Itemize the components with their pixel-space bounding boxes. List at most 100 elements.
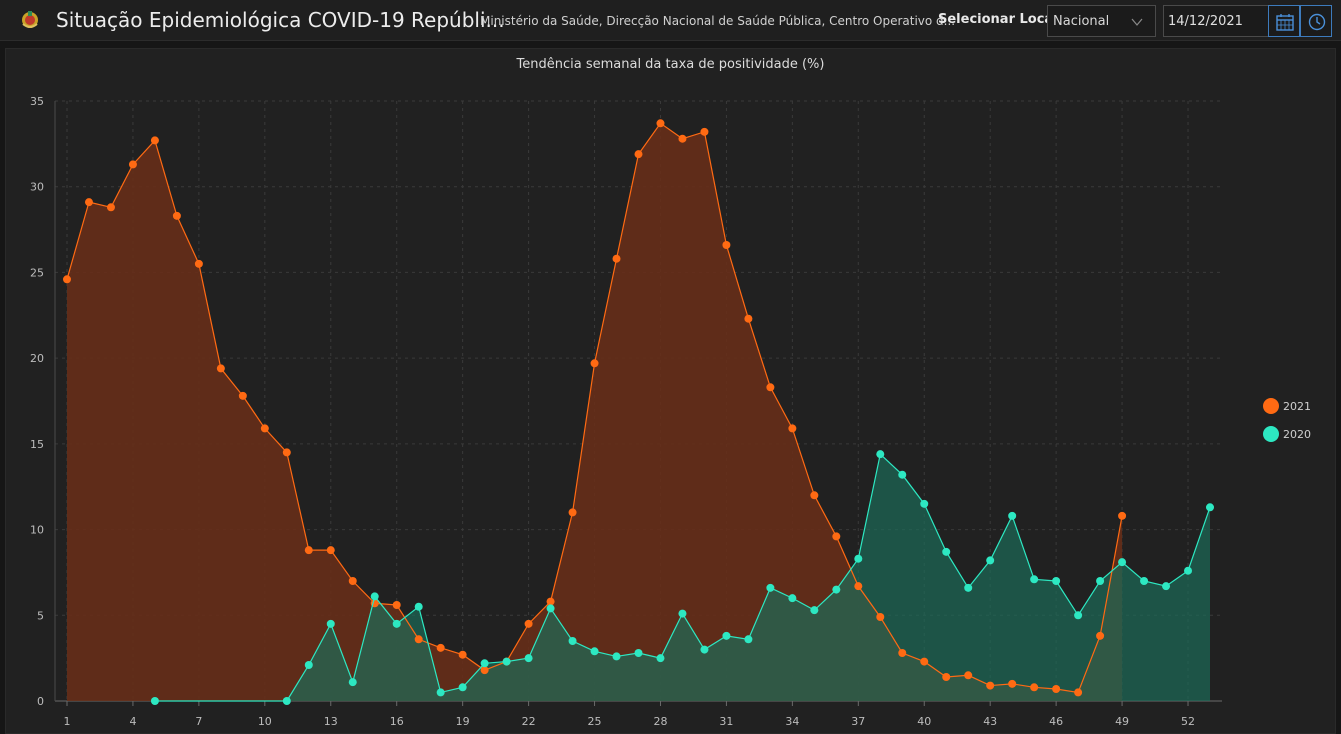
point-2020 [348, 678, 357, 687]
point-2021 [876, 613, 885, 621]
point-2021 [1074, 688, 1083, 697]
point-2021 [568, 508, 577, 517]
point-2021 [106, 203, 115, 212]
point-2020 [1074, 611, 1083, 620]
point-2020 [1162, 582, 1171, 591]
time-button[interactable] [1300, 5, 1332, 37]
point-2020 [854, 554, 863, 563]
y-tick-label: 15 [30, 438, 44, 451]
point-2020 [150, 697, 159, 705]
point-2020 [414, 602, 423, 611]
point-2020 [898, 470, 907, 479]
point-2020 [744, 635, 753, 644]
point-2021 [480, 666, 489, 675]
x-tick-label: 31 [719, 715, 733, 728]
point-2021 [282, 448, 291, 457]
x-tick-label: 49 [1115, 715, 1129, 728]
point-2020 [392, 619, 401, 628]
point-2021 [414, 635, 423, 644]
point-2020 [546, 604, 555, 613]
emblem-logo [22, 11, 38, 28]
point-2020 [832, 585, 841, 594]
point-2021 [986, 681, 995, 690]
point-2021 [1030, 683, 1039, 692]
x-tick-label: 19 [456, 715, 470, 728]
point-2021 [216, 364, 225, 373]
y-tick-label: 35 [30, 95, 44, 108]
x-tick-label: 13 [324, 715, 338, 728]
point-2021 [854, 582, 863, 591]
point-2020 [458, 683, 467, 692]
legend-label-2020: 2020 [1283, 428, 1311, 441]
x-tick-label: 1 [64, 715, 71, 728]
point-2021 [150, 136, 159, 145]
point-2021 [326, 546, 335, 555]
point-2021 [238, 391, 247, 400]
point-2020 [700, 645, 709, 654]
point-2020 [304, 661, 313, 669]
legend-swatch-2021 [1263, 398, 1279, 414]
point-2021 [788, 424, 797, 433]
point-2020 [480, 659, 489, 668]
x-tick-label: 25 [588, 715, 602, 728]
point-2021 [964, 671, 973, 680]
point-2020 [370, 592, 379, 601]
location-select[interactable]: Nacional [1047, 5, 1156, 37]
y-tick-label: 30 [30, 181, 44, 194]
point-2020 [656, 654, 665, 663]
x-tick-label: 46 [1049, 715, 1063, 728]
calendar-button[interactable] [1268, 5, 1300, 37]
x-tick-label: 22 [522, 715, 536, 728]
point-2021 [612, 254, 621, 263]
chevron-down-icon [1131, 18, 1143, 26]
app-title: Situação Epidemiológica COVID-19 Repúbli… [56, 8, 505, 32]
point-2021 [304, 546, 313, 555]
legend-label-2021: 2021 [1283, 400, 1311, 413]
point-2021 [1118, 511, 1127, 520]
point-2020 [986, 556, 995, 565]
location-select-value: Nacional [1053, 14, 1110, 29]
point-2020 [766, 583, 775, 592]
point-2021 [348, 577, 357, 585]
point-2021 [678, 134, 687, 143]
point-2021 [63, 275, 71, 284]
point-2021 [84, 198, 93, 207]
point-2020 [436, 688, 445, 697]
point-2021 [1096, 631, 1105, 640]
clock-icon [1308, 13, 1326, 31]
point-2021 [920, 657, 929, 666]
calendar-icon [1276, 14, 1294, 31]
point-2021 [1052, 685, 1061, 693]
point-2020 [1008, 511, 1017, 520]
point-2020 [678, 609, 687, 618]
point-2021 [194, 259, 203, 268]
point-2020 [524, 654, 533, 663]
point-2021 [458, 650, 467, 659]
y-tick-label: 25 [30, 266, 44, 279]
x-tick-label: 4 [129, 715, 136, 728]
point-2020 [964, 583, 973, 592]
point-2020 [502, 657, 511, 666]
point-2021 [656, 119, 665, 128]
date-input[interactable]: 14/12/2021 [1163, 5, 1269, 37]
point-2021 [590, 359, 599, 368]
point-2021 [172, 211, 181, 220]
point-2020 [326, 619, 335, 628]
x-tick-label: 7 [195, 715, 202, 728]
point-2020 [568, 637, 577, 645]
point-2021 [634, 150, 643, 159]
point-2020 [590, 647, 599, 656]
point-2021 [722, 241, 731, 249]
point-2020 [1096, 577, 1105, 585]
y-tick-label: 10 [30, 524, 44, 537]
point-2020 [1052, 577, 1061, 585]
point-2021 [898, 649, 907, 657]
top-bar: Situação Epidemiológica COVID-19 Repúbli… [0, 0, 1341, 41]
point-2021 [942, 673, 951, 681]
point-2021 [436, 643, 445, 652]
chart-title: Tendência semanal da taxa de positividad… [516, 57, 825, 72]
point-2021 [700, 127, 709, 136]
point-2021 [1008, 679, 1017, 688]
point-2021 [766, 383, 775, 392]
